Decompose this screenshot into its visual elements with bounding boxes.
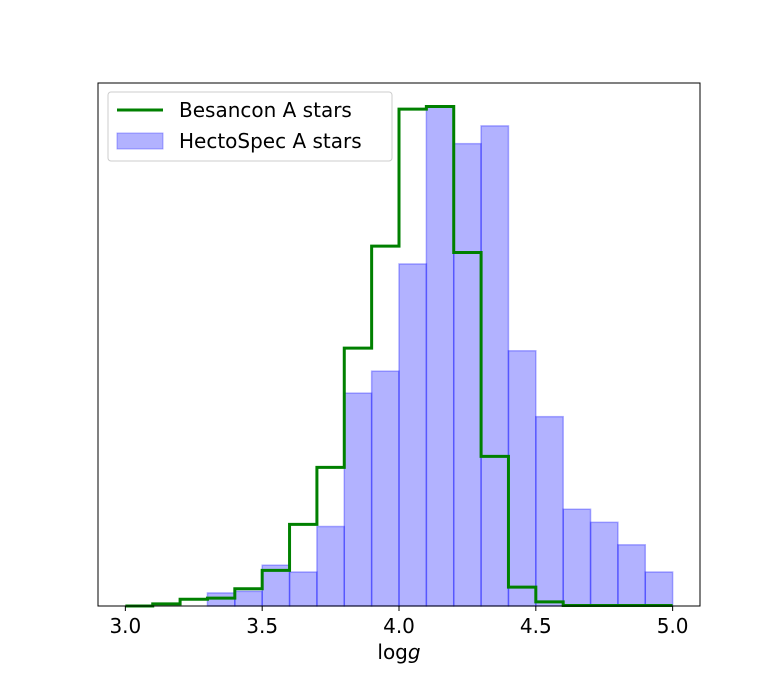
hectospec-bar <box>261 564 291 607</box>
x-tick-label: 5.0 <box>657 614 689 638</box>
hectospec-bar <box>644 571 674 607</box>
x-tick-label: 4.5 <box>520 614 552 638</box>
hectospec-bar <box>480 125 510 607</box>
legend-box <box>107 91 393 162</box>
legend: Besancon A stars HectoSpec A stars <box>107 91 393 162</box>
hectospec-bars <box>206 105 674 607</box>
hectospec-bar <box>562 508 592 607</box>
x-tick-label: 4.0 <box>383 614 415 638</box>
x-axis-label: logg <box>377 640 420 664</box>
besancon-step-line <box>125 105 673 608</box>
x-axis-label-prefix: log <box>377 640 408 664</box>
legend-label-hectospec: HectoSpec A stars <box>179 129 362 153</box>
hectospec-bar <box>398 263 428 607</box>
legend-patch-swatch <box>116 132 164 150</box>
x-tick-label: 3.0 <box>109 614 141 638</box>
hectospec-bar <box>589 521 619 607</box>
hectospec-bar <box>316 525 346 607</box>
x-axis: 3.0 3.5 4.0 4.5 5.0 <box>109 606 689 638</box>
x-tick-label: 3.5 <box>246 614 278 638</box>
hectospec-bar <box>452 142 482 607</box>
hectospec-bar <box>617 544 647 607</box>
hectospec-bar <box>234 590 263 607</box>
hectospec-bar <box>370 370 400 607</box>
hectospec-bar <box>535 415 564 607</box>
legend-label-besancon: Besancon A stars <box>179 98 352 122</box>
x-axis-label-italic: g <box>408 640 421 664</box>
hectospec-bar <box>343 392 373 607</box>
hectospec-bar <box>288 571 318 607</box>
hectospec-bar <box>507 350 537 607</box>
hectospec-bar <box>425 105 455 607</box>
